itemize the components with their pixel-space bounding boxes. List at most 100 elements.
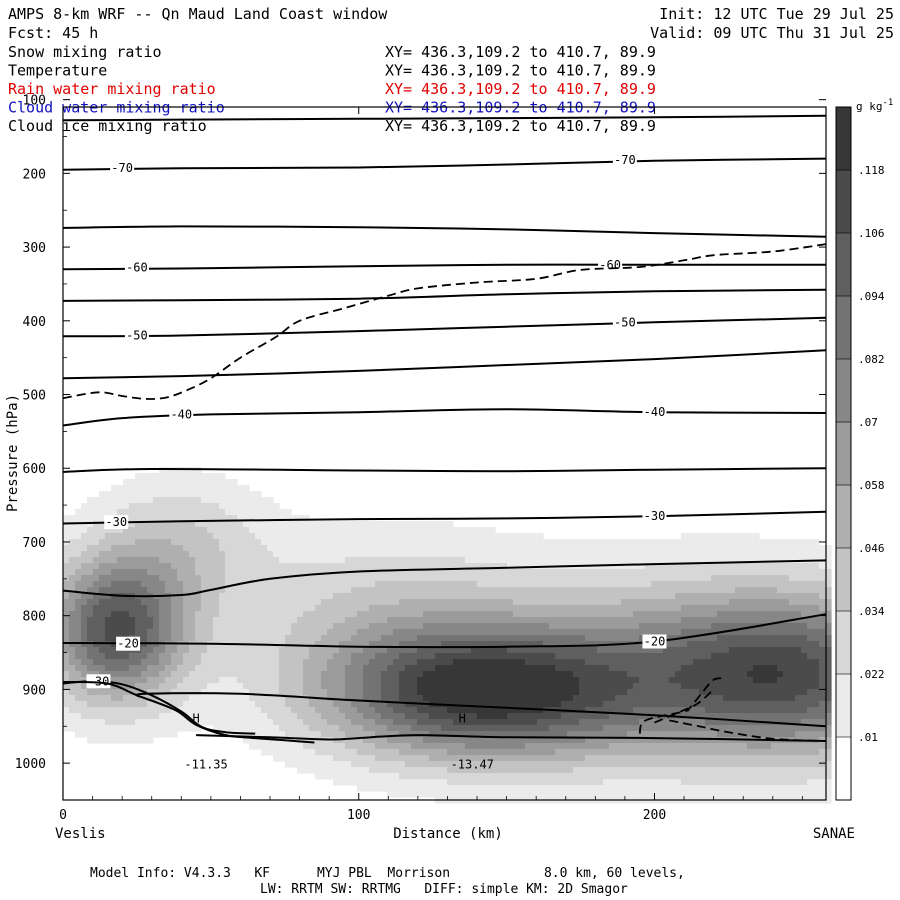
heat-cell	[255, 593, 262, 600]
heat-cell	[777, 569, 784, 576]
heat-cell	[93, 617, 100, 624]
heat-cell	[321, 521, 328, 528]
heat-cell	[531, 737, 538, 744]
heat-cell	[213, 575, 220, 582]
heat-cell	[171, 491, 178, 498]
heat-cell	[213, 563, 220, 570]
heat-cell	[561, 617, 568, 624]
heat-cell	[441, 581, 448, 588]
heat-cell	[357, 737, 364, 744]
heat-cell	[531, 653, 538, 660]
heat-cell	[429, 617, 436, 624]
heat-cell	[243, 659, 250, 666]
heat-cell	[339, 563, 346, 570]
heat-cell	[783, 635, 790, 642]
heat-cell	[519, 581, 526, 588]
heat-cell	[657, 605, 664, 612]
heat-cell	[639, 599, 646, 606]
heat-cell	[465, 743, 472, 750]
heat-cell	[561, 749, 568, 756]
heat-cell	[789, 575, 796, 582]
heat-cell	[369, 617, 376, 624]
heat-cell	[117, 497, 124, 504]
heat-cell	[159, 497, 166, 504]
heat-cell	[357, 599, 364, 606]
heat-cell	[327, 641, 334, 648]
heat-cell	[141, 551, 148, 558]
heat-cell	[621, 647, 628, 654]
heat-cell	[723, 557, 730, 564]
heat-cell	[129, 545, 136, 552]
heat-cell	[183, 581, 190, 588]
heat-cell	[123, 665, 130, 672]
heat-cell	[429, 557, 436, 564]
heat-cell	[381, 719, 388, 726]
heat-cell	[309, 539, 316, 546]
heat-cell	[63, 599, 70, 606]
heat-cell	[177, 509, 184, 516]
heat-cell	[357, 587, 364, 594]
heat-cell	[765, 599, 772, 606]
heat-cell	[345, 647, 352, 654]
heat-cell	[81, 731, 88, 738]
heat-cell	[87, 515, 94, 522]
heat-cell	[279, 677, 286, 684]
heat-cell	[279, 557, 286, 564]
heat-cell	[321, 713, 328, 720]
heat-cell	[435, 593, 442, 600]
heat-cell	[345, 563, 352, 570]
heat-cell	[519, 599, 526, 606]
heat-cell	[807, 623, 814, 630]
heat-cell	[201, 611, 208, 618]
heat-cell	[339, 575, 346, 582]
heat-cell	[327, 743, 334, 750]
heat-cell	[273, 617, 280, 624]
heat-cell	[657, 737, 664, 744]
heat-cell	[225, 695, 232, 702]
heat-cell	[81, 635, 88, 642]
heat-cell	[153, 653, 160, 660]
heat-cell	[165, 671, 172, 678]
heat-cell	[651, 575, 658, 582]
heat-cell	[483, 743, 490, 750]
heat-cell	[615, 695, 622, 702]
heat-cell	[435, 599, 442, 606]
heat-cell	[561, 737, 568, 744]
heat-cell	[621, 695, 628, 702]
heat-cell	[567, 629, 574, 636]
heat-cell	[651, 671, 658, 678]
heat-cell	[363, 719, 370, 726]
heat-cell	[735, 575, 742, 582]
heat-cell	[525, 659, 532, 666]
heat-cell	[735, 533, 742, 540]
heat-cell	[63, 713, 70, 720]
heat-cell	[555, 671, 562, 678]
heat-cell	[129, 503, 136, 510]
heat-cell	[789, 647, 796, 654]
heat-cell	[171, 503, 178, 510]
heat-cell	[501, 719, 508, 726]
heat-cell	[519, 635, 526, 642]
heat-cell	[381, 563, 388, 570]
heat-cell	[435, 689, 442, 696]
heat-cell	[657, 629, 664, 636]
heat-cell	[747, 725, 754, 732]
heat-cell	[291, 611, 298, 618]
heat-cell	[579, 635, 586, 642]
heat-cell	[111, 497, 118, 504]
heat-cell	[189, 581, 196, 588]
heat-cell	[729, 713, 736, 720]
heat-cell	[231, 677, 238, 684]
heat-cell	[495, 743, 502, 750]
heat-cell	[531, 707, 538, 714]
heat-cell	[513, 683, 520, 690]
heat-cell	[423, 563, 430, 570]
heat-cell	[693, 575, 700, 582]
heat-cell	[717, 689, 724, 696]
heat-cell	[441, 713, 448, 720]
heat-cell	[327, 623, 334, 630]
heat-cell	[651, 695, 658, 702]
heat-cell	[807, 575, 814, 582]
heat-cell	[609, 677, 616, 684]
heat-cell	[729, 533, 736, 540]
